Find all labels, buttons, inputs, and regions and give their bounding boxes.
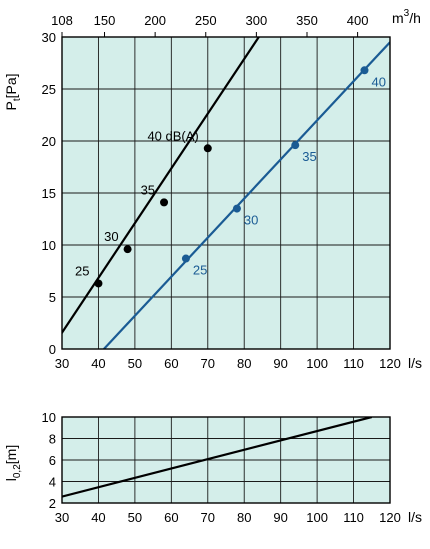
point-label: 40 [371,74,385,89]
y-tick-label: 5 [49,290,56,305]
y-axis-label-sub: 0,2 [12,464,23,478]
series-line-1 [62,37,260,335]
y-tick-label: 2 [49,496,56,511]
x-axis-label: l/s [408,355,422,371]
y-tick-label: 10 [42,410,56,425]
y-axis-label: l0,2[m] [3,445,23,481]
x-tick-label: 50 [128,510,142,525]
data-point [94,279,103,288]
point-label: 35 [141,182,155,197]
plot-frame [61,36,391,350]
data-point [232,204,241,213]
data-point [123,245,132,254]
data-point [160,198,169,207]
point-label: 30 [244,213,258,228]
point-label: 35 [302,149,316,164]
y-tick-label: 10 [42,238,56,253]
point-label: 25 [75,263,89,278]
top-axis-label-rest: /h [409,10,421,26]
y-tick-label: 6 [49,453,56,468]
series-line-1 [62,417,373,498]
top-axis-tick-label: 250 [195,13,217,28]
top-axis-tick-label: 200 [144,13,166,28]
data-point [291,141,300,150]
x-tick-label: 70 [201,356,215,371]
chart-panel-2: 30 40 50 60 70 80 90 100 110 120 2 4 6 8 10 l/s l0,2[m] [3,410,422,525]
y-axis-label-sub: t [12,98,23,101]
x-axis-label: l/s [408,509,422,525]
plot-frame [61,416,391,504]
y-axis-label-unit: [m] [3,445,19,464]
y-axis-label-main: P [3,101,19,110]
x-tick-label: 60 [164,510,178,525]
series-line-2 [103,41,390,349]
y-tick-label: 25 [42,82,56,97]
top-axis-tick-label: 400 [347,13,369,28]
y-axis-label: Pt[Pa] [3,73,23,110]
y-tick-label: 15 [42,186,56,201]
x-tick-label: 40 [91,356,105,371]
y-axis-label-unit: [Pa] [3,73,19,98]
top-axis-label-main: m [392,10,404,26]
x-tick-label: 90 [273,510,287,525]
top-axis-tick-label: 150 [94,13,116,28]
x-tick-label: 100 [306,510,328,525]
top-axis-tick-label: 108 [51,13,73,28]
point-label: 30 [104,229,118,244]
point-label: 40 dB(A) [147,128,198,143]
x-tick-label: 30 [55,356,69,371]
x-tick-label: 110 [343,510,364,525]
data-point [360,66,369,75]
data-point [181,254,190,263]
x-tick-label: 30 [55,510,69,525]
x-tick-label: 40 [91,510,105,525]
x-tick-label: 70 [201,510,215,525]
x-tick-label: 90 [273,356,287,371]
series-group [62,417,373,498]
top-axis-label: m3/h [392,8,421,26]
y-tick-label: 0 [49,342,56,357]
x-tick-label: 120 [379,356,401,371]
x-tick-label: 60 [164,356,178,371]
x-tick-label: 110 [343,356,364,371]
x-tick-label: 100 [306,356,328,371]
top-axis-tick-label: 350 [296,13,318,28]
y-tick-label: 30 [42,30,56,45]
y-axis-label-main: l [3,478,19,481]
top-axis-label-sup: 3 [404,8,410,19]
top-axis-tick-label: 300 [246,13,268,28]
data-point [203,144,212,153]
x-tick-label: 80 [237,510,251,525]
x-tick-label: 80 [237,356,251,371]
y-tick-label: 8 [49,432,56,447]
point-label: 25 [193,263,207,278]
series-group [62,37,390,349]
x-tick-label: 50 [128,356,142,371]
y-tick-label: 20 [42,134,56,149]
x-tick-label: 120 [379,510,401,525]
y-tick-label: 4 [49,475,56,490]
